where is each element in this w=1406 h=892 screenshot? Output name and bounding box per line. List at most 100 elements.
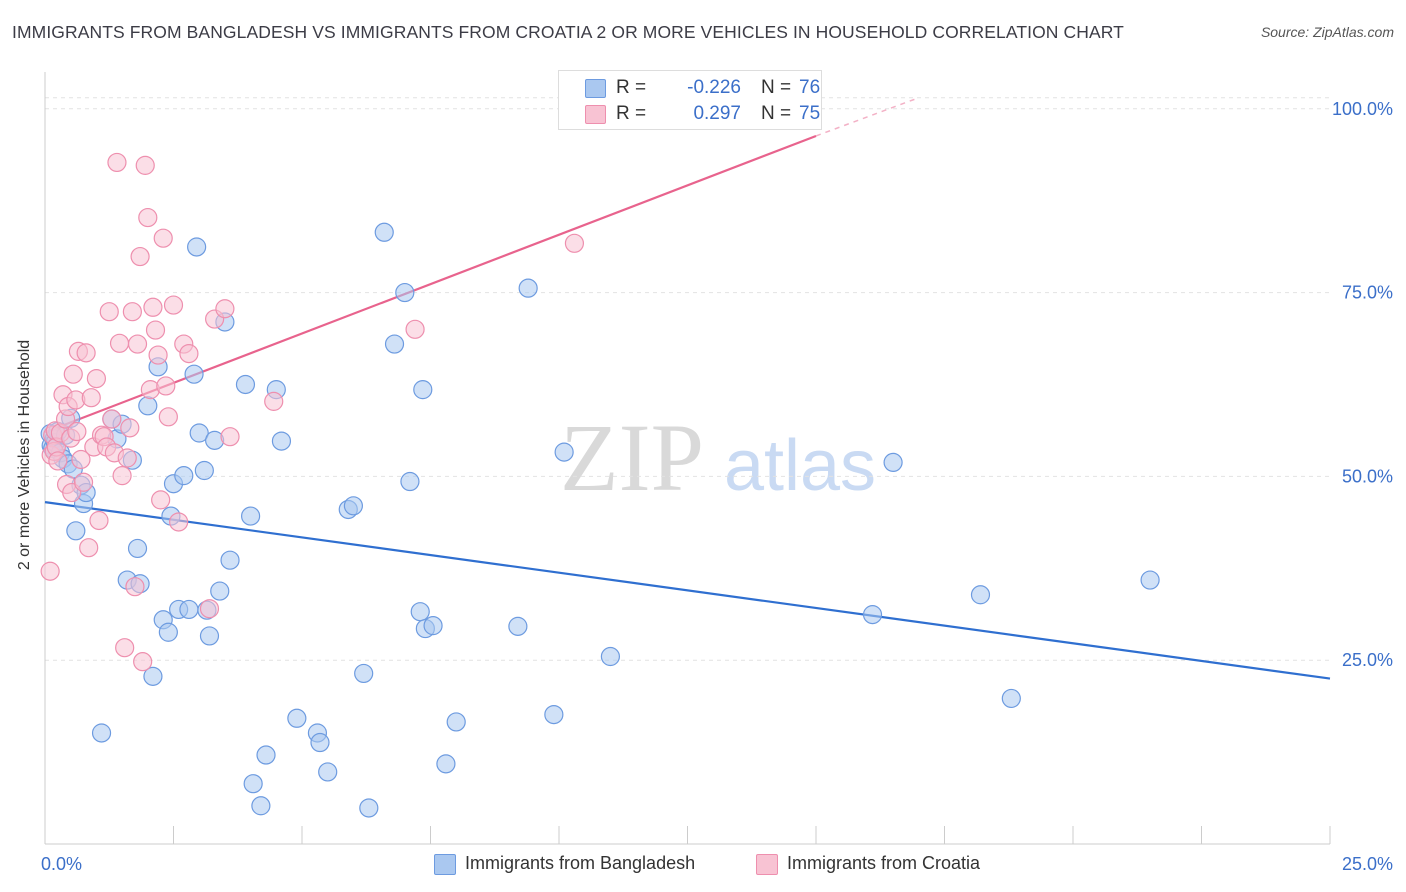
data-point bbox=[564, 233, 585, 253]
n-label: N = bbox=[761, 77, 792, 98]
data-point bbox=[374, 222, 394, 242]
data-point bbox=[354, 663, 374, 684]
data-point bbox=[544, 704, 564, 725]
data-point bbox=[1001, 688, 1021, 709]
data-point bbox=[318, 762, 338, 782]
data-point bbox=[48, 451, 68, 471]
data-point bbox=[241, 506, 261, 526]
data-point bbox=[127, 538, 148, 559]
x-tick-label: 0.0% bbox=[41, 854, 82, 874]
watermark: ZIP atlas bbox=[560, 404, 876, 511]
data-point bbox=[122, 302, 142, 322]
data-point bbox=[508, 616, 528, 636]
data-point bbox=[184, 364, 204, 384]
r-value: 0.297 bbox=[693, 103, 741, 124]
r-label: R = bbox=[616, 77, 647, 98]
data-point bbox=[169, 512, 189, 532]
data-point bbox=[189, 423, 209, 443]
data-point bbox=[117, 448, 137, 468]
data-point bbox=[384, 334, 405, 354]
data-point bbox=[199, 626, 220, 646]
data-point bbox=[138, 396, 158, 416]
data-point bbox=[112, 466, 132, 486]
watermark-zip: ZIP bbox=[560, 404, 704, 511]
data-point bbox=[133, 652, 153, 672]
legend-label-bangladesh: Immigrants from Bangladesh bbox=[465, 853, 696, 873]
watermark-atlas: atlas bbox=[724, 426, 876, 506]
data-point bbox=[256, 745, 276, 765]
data-point bbox=[66, 521, 86, 541]
legend-swatch-bangladesh bbox=[434, 854, 456, 875]
data-point bbox=[970, 585, 991, 605]
data-point bbox=[518, 278, 538, 298]
data-point bbox=[76, 343, 96, 363]
y-tick-label: 75.0% bbox=[1342, 283, 1393, 303]
data-point bbox=[156, 376, 176, 396]
data-point bbox=[199, 599, 220, 619]
trend-line-extension-1 bbox=[815, 97, 920, 137]
source-credit: Source: ZipAtlas.com bbox=[1260, 24, 1394, 40]
data-point bbox=[179, 343, 199, 364]
data-point bbox=[310, 732, 330, 753]
data-point bbox=[187, 237, 207, 257]
data-point bbox=[99, 302, 119, 322]
data-point bbox=[600, 646, 621, 667]
data-point bbox=[220, 550, 240, 570]
data-point bbox=[220, 427, 240, 447]
legend-swatch-croatia bbox=[756, 854, 778, 875]
x-tick-label: 25.0% bbox=[1342, 854, 1393, 874]
data-point bbox=[271, 431, 292, 451]
legend-label-croatia: Immigrants from Croatia bbox=[787, 853, 981, 873]
data-points bbox=[40, 152, 1160, 818]
data-point bbox=[235, 374, 256, 395]
data-point bbox=[174, 466, 194, 486]
data-point bbox=[81, 388, 101, 408]
data-point bbox=[158, 407, 178, 427]
n-value: 76 bbox=[799, 77, 821, 98]
data-point bbox=[194, 460, 214, 481]
data-point bbox=[91, 723, 112, 743]
n-value: 75 bbox=[799, 103, 821, 124]
series-1 bbox=[40, 152, 585, 672]
y-tick-label: 50.0% bbox=[1342, 466, 1393, 486]
chart-title: IMMIGRANTS FROM BANGLADESH VS IMMIGRANTS… bbox=[12, 22, 1124, 42]
data-point bbox=[883, 452, 903, 473]
data-point bbox=[73, 472, 94, 492]
data-point bbox=[210, 581, 230, 601]
data-point bbox=[151, 490, 171, 510]
data-point bbox=[63, 364, 83, 384]
n-label: N = bbox=[761, 103, 792, 124]
data-point bbox=[179, 599, 199, 620]
data-point bbox=[287, 708, 307, 728]
data-point bbox=[130, 246, 150, 267]
data-point bbox=[102, 409, 122, 429]
data-point bbox=[554, 442, 574, 462]
data-point bbox=[436, 754, 456, 774]
data-point bbox=[67, 421, 87, 442]
data-point bbox=[89, 510, 109, 531]
r-value: -0.226 bbox=[687, 77, 741, 98]
data-point bbox=[40, 561, 60, 581]
data-point bbox=[138, 207, 158, 228]
data-point bbox=[423, 616, 443, 636]
data-point bbox=[115, 638, 135, 658]
trend-line-0 bbox=[44, 501, 1331, 680]
data-point bbox=[343, 496, 363, 516]
data-point bbox=[395, 282, 415, 303]
data-point bbox=[158, 622, 178, 642]
legend-swatch-croatia bbox=[585, 105, 606, 124]
y-tick-label: 25.0% bbox=[1342, 650, 1393, 670]
data-point bbox=[862, 605, 883, 625]
data-point bbox=[71, 449, 91, 470]
legend-swatch-bangladesh bbox=[585, 79, 606, 98]
r-label: R = bbox=[616, 103, 647, 124]
data-point bbox=[400, 471, 420, 492]
data-point bbox=[264, 391, 284, 411]
data-point bbox=[148, 345, 168, 365]
data-point bbox=[120, 418, 140, 438]
data-point bbox=[215, 299, 235, 319]
data-point bbox=[86, 368, 107, 389]
data-point bbox=[143, 297, 163, 317]
data-point bbox=[405, 319, 425, 339]
